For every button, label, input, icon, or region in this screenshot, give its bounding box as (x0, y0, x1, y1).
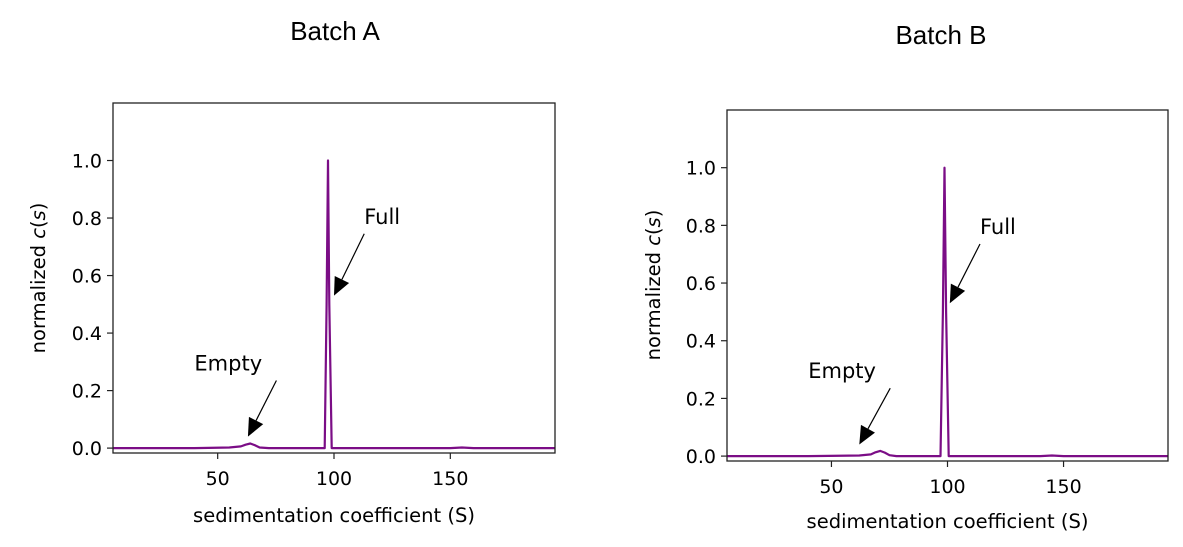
x-axis-label: sedimentation coefficient (S) (193, 504, 475, 527)
chart-title-batch-a: Batch A (290, 16, 380, 46)
arrow-line (341, 233, 365, 280)
chart-title-batch-b: Batch B (895, 20, 987, 50)
annotation-empty: Empty (808, 359, 891, 445)
y-tick-label: 0.2 (686, 388, 716, 410)
arrow-line (957, 243, 981, 288)
data-line (727, 166, 1168, 458)
arrow-line (255, 380, 277, 421)
y-tick-label: 0.4 (72, 323, 102, 345)
y-tick-label: 0.8 (686, 215, 716, 237)
annotation-label: Empty (194, 351, 262, 375)
annotation-label: Empty (808, 359, 876, 383)
y-tick-label: 0.0 (72, 438, 102, 460)
y-tick-label: 0.6 (72, 266, 102, 288)
arrow-head-icon (949, 283, 966, 304)
annotation-label: Full (980, 215, 1016, 239)
x-tick-label: 50 (819, 476, 843, 498)
arrow-head-icon (334, 276, 350, 296)
data-line (113, 159, 555, 450)
annotation-full: Full (949, 215, 1016, 304)
x-tick-label: 150 (432, 468, 468, 490)
y-tick-label: 0.2 (72, 381, 102, 403)
y-tick-label: 1.0 (686, 158, 716, 180)
x-tick-label: 150 (1045, 476, 1081, 498)
x-tick-label: 100 (316, 468, 352, 490)
arrow-head-icon (247, 416, 264, 437)
x-tick-label: 50 (206, 468, 230, 490)
y-tick-label: 0.8 (72, 208, 102, 230)
y-axis-label: normalized c(s) (27, 203, 50, 354)
y-tick-label: 0.6 (686, 273, 716, 295)
y-tick-label: 1.0 (72, 151, 102, 173)
x-axis-label: sedimentation coefficient (S) (807, 510, 1089, 533)
annotation-label: Full (364, 205, 400, 229)
arrow-head-icon (859, 424, 875, 445)
y-tick-label: 0.4 (686, 331, 716, 353)
x-tick-label: 100 (929, 476, 965, 498)
annotation-full: Full (334, 205, 400, 296)
annotation-empty: Empty (194, 351, 277, 437)
y-axis-label: normalized c(s) (642, 210, 665, 361)
arrow-line (867, 387, 891, 430)
y-tick-label: 0.0 (686, 446, 716, 468)
